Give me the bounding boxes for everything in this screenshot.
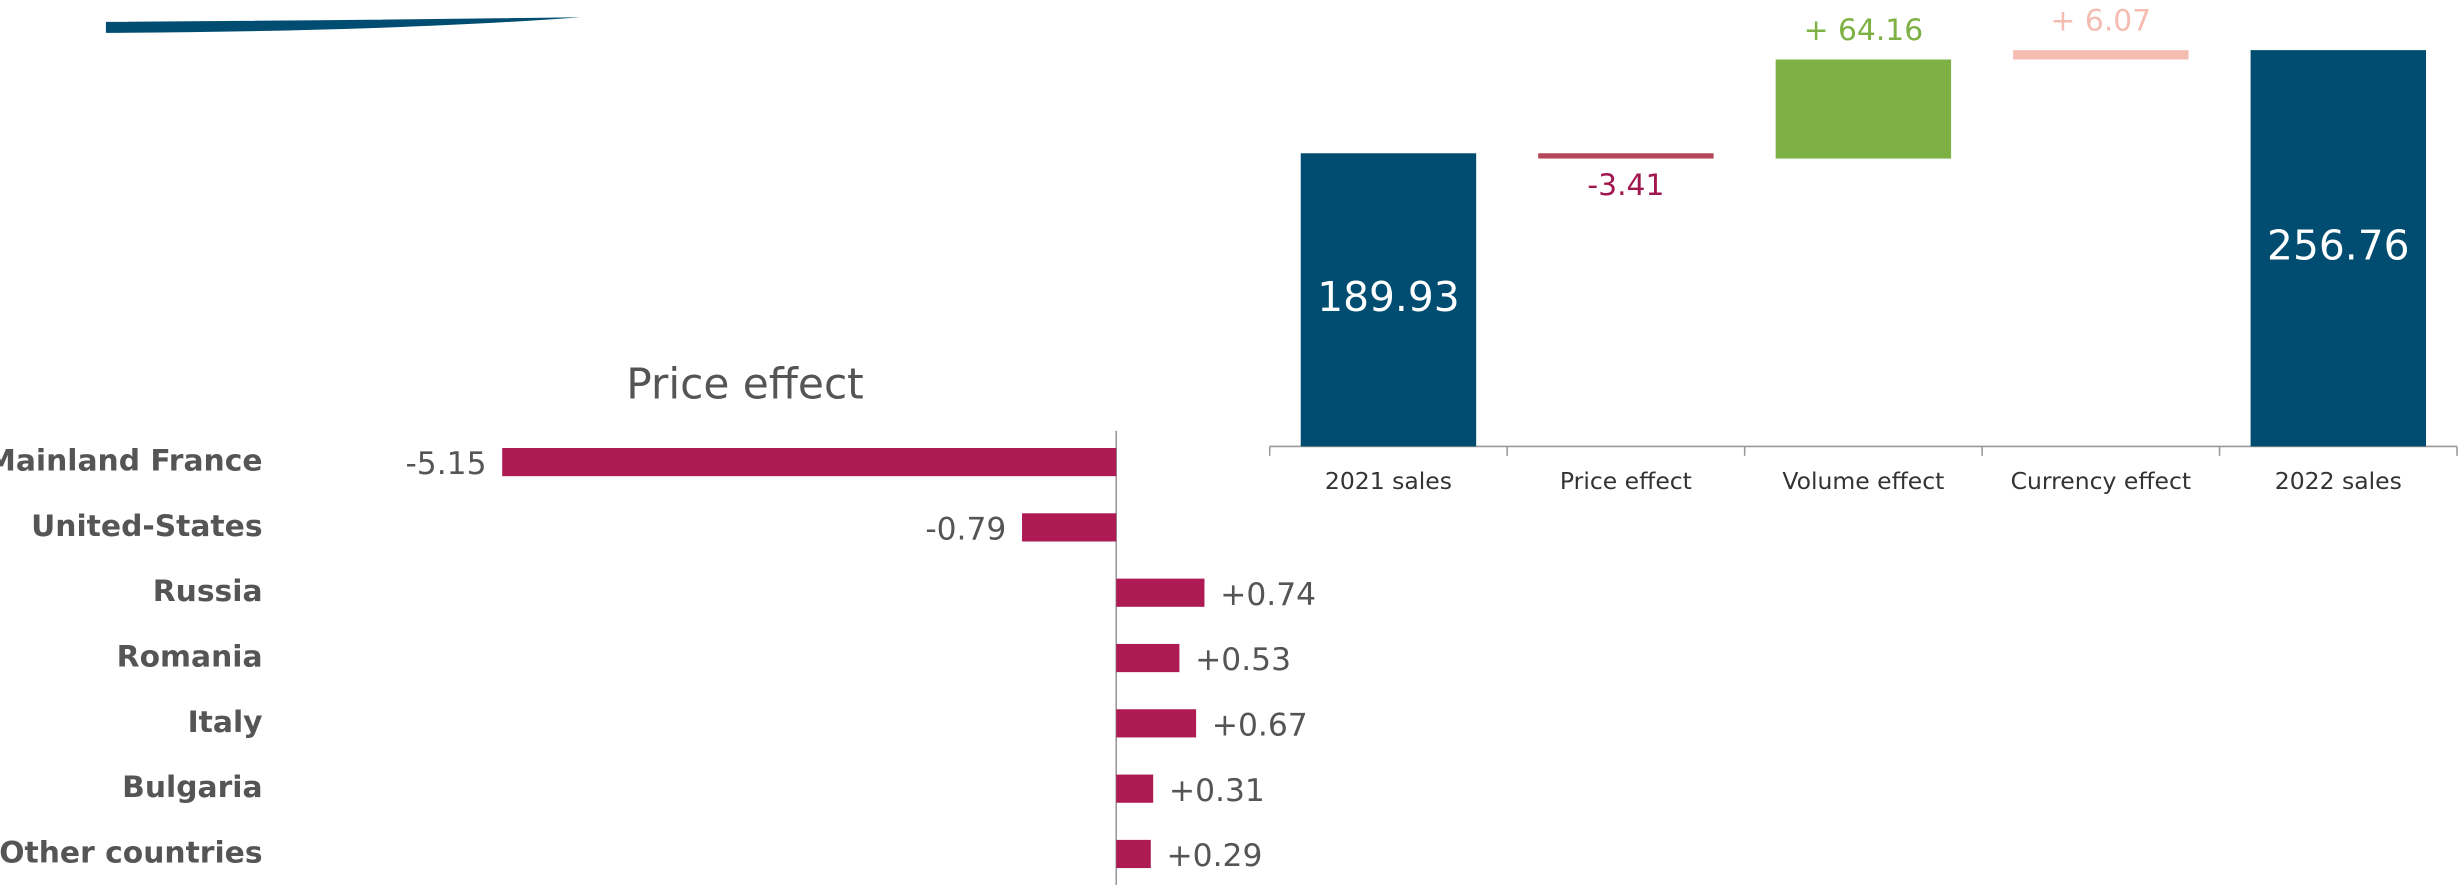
value-label: +0.29 <box>1166 838 1262 874</box>
bar <box>1300 153 1477 447</box>
value-label: -3.41 <box>1587 168 1664 203</box>
value-label: + 6.07 <box>2051 3 2152 38</box>
decor-swoosh <box>105 17 581 33</box>
y-tick-label: Other countries <box>0 835 263 870</box>
y-tick-label: Romania <box>117 640 263 675</box>
bar <box>1538 153 1714 159</box>
x-tick-label: Volume effect <box>1782 467 1944 495</box>
value-label: 256.76 <box>2267 221 2409 269</box>
bar <box>1116 643 1180 673</box>
value-label: -5.15 <box>406 446 487 482</box>
bar <box>502 447 1117 477</box>
value-label: +0.31 <box>1169 773 1265 809</box>
value-label: +0.53 <box>1195 642 1291 678</box>
y-tick-label: United-States <box>31 509 262 544</box>
y-tick-label: Bulgaria <box>122 770 262 805</box>
x-tick-label: Price effect <box>1560 467 1692 495</box>
hbar-title: Price effect <box>626 359 864 408</box>
value-label: +0.74 <box>1220 577 1316 613</box>
bar <box>2013 50 2189 60</box>
x-tick-label: 2022 sales <box>2275 467 2402 495</box>
bar <box>1775 59 1952 159</box>
bar <box>1022 513 1117 542</box>
value-label: + 64.16 <box>1804 13 1924 48</box>
bar <box>1116 709 1197 738</box>
bar <box>1116 839 1151 869</box>
y-tick-label: Mainland France <box>0 444 263 479</box>
bar <box>1116 774 1154 803</box>
bar <box>1116 578 1205 607</box>
bar <box>2250 50 2427 447</box>
x-tick-label: 2021 sales <box>1325 467 1452 495</box>
value-label: -0.79 <box>925 512 1006 548</box>
x-tick-label: Currency effect <box>2011 467 2191 495</box>
y-tick-label: Italy <box>188 705 263 740</box>
y-tick-label: Russia <box>153 574 263 609</box>
value-label: 189.93 <box>1317 273 1459 321</box>
value-label: +0.67 <box>1212 707 1308 743</box>
